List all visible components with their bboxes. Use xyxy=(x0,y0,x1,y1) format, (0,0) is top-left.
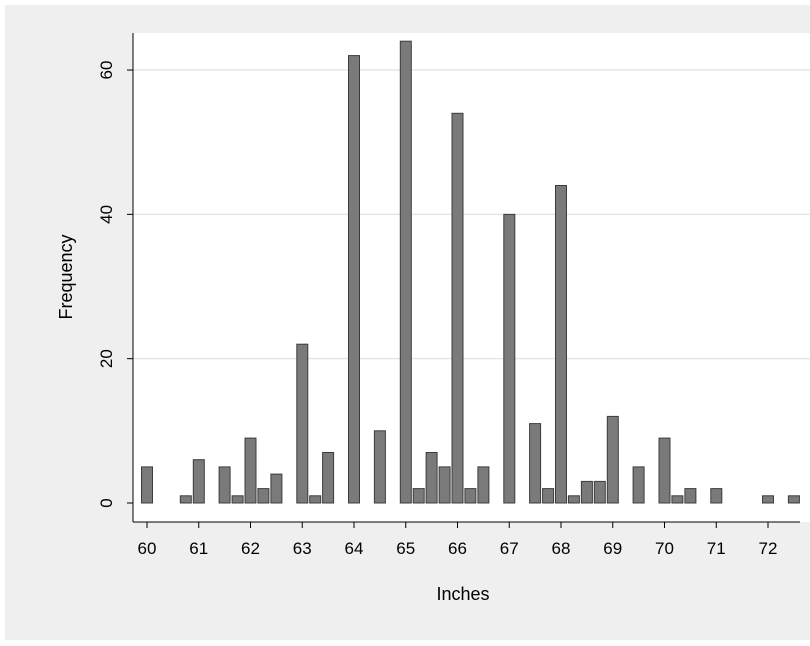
plot-area xyxy=(133,33,810,522)
x-tick-label-70: 70 xyxy=(655,539,674,558)
bar-11 xyxy=(348,55,360,504)
bar-3 xyxy=(218,466,231,504)
bar-13 xyxy=(399,40,412,504)
bar-23 xyxy=(555,185,567,504)
bar-14 xyxy=(412,488,425,504)
x-tick-label-72: 72 xyxy=(759,539,778,558)
axes: 0 20 40 60 60 61 62 63 64 65 66 67 68 69 70 71 72 xyxy=(97,33,800,558)
bar-34 xyxy=(787,495,800,504)
grid-lines xyxy=(133,69,810,360)
bar-26 xyxy=(593,480,606,504)
y-tick-label-20: 20 xyxy=(97,349,116,368)
x-tick-label-68: 68 xyxy=(552,539,571,558)
x-tick-label-67: 67 xyxy=(500,539,519,558)
bars xyxy=(141,40,800,504)
x-tick-label-61: 61 xyxy=(189,539,208,558)
bar-22 xyxy=(542,488,555,504)
x-tick-label-66: 66 xyxy=(448,539,467,558)
bar-7 xyxy=(270,473,283,504)
bar-20 xyxy=(503,213,516,504)
bar-6 xyxy=(257,488,270,504)
y-axis-label: Frequency xyxy=(56,234,76,319)
bar-32 xyxy=(710,488,723,504)
x-tick-label-64: 64 xyxy=(345,539,364,558)
x-axis-label: Inches xyxy=(436,584,489,604)
bar-25 xyxy=(580,480,593,504)
y-tick-label-40: 40 xyxy=(97,205,116,224)
x-tick-label-65: 65 xyxy=(396,539,415,558)
chart-frame: 0 20 40 60 60 61 62 63 64 65 66 67 68 69 70 71 72 Inches… xyxy=(5,5,810,640)
bar-17 xyxy=(451,112,464,504)
histogram-chart: 0 20 40 60 60 61 62 63 64 65 66 67 68 69 70 71 72 Inches… xyxy=(56,33,810,604)
bar-12 xyxy=(373,430,386,504)
y-tick-label-0: 0 xyxy=(97,498,116,507)
x-tick-label-62: 62 xyxy=(241,539,260,558)
bar-0 xyxy=(141,466,153,504)
bar-10 xyxy=(322,452,335,504)
x-tick-label-63: 63 xyxy=(293,539,312,558)
bar-19 xyxy=(477,466,490,504)
bar-33 xyxy=(762,495,774,504)
bar-2 xyxy=(192,459,205,504)
bar-8 xyxy=(296,343,309,504)
bar-16 xyxy=(438,466,451,504)
bar-31 xyxy=(684,488,697,504)
bar-15 xyxy=(425,452,438,504)
bar-5 xyxy=(244,437,257,504)
x-tick-label-71: 71 xyxy=(707,539,726,558)
bar-29 xyxy=(658,437,671,504)
y-tick-label-60: 60 xyxy=(97,61,116,80)
bar-27 xyxy=(606,415,619,504)
bar-21 xyxy=(529,423,542,504)
x-tick-label-69: 69 xyxy=(603,539,622,558)
x-tick-label-60: 60 xyxy=(138,539,157,558)
bar-9 xyxy=(309,495,322,504)
bar-4 xyxy=(231,495,244,504)
bar-30 xyxy=(671,495,684,504)
bar-18 xyxy=(464,488,477,504)
bar-24 xyxy=(567,495,580,504)
bar-1 xyxy=(179,495,192,504)
bar-28 xyxy=(632,466,645,504)
